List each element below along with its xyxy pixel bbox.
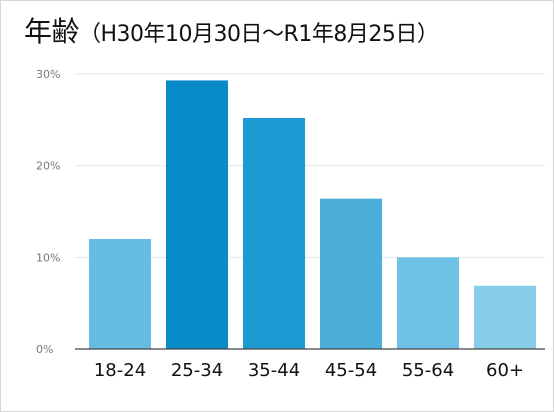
- x-tick-label: 35-44: [248, 360, 300, 381]
- bar-55-64: [397, 257, 459, 349]
- chart-title: 年齢（H30年10月30日～R1年8月25日）: [24, 10, 439, 50]
- bar-60+: [474, 285, 536, 349]
- bar-35-44: [243, 118, 305, 349]
- x-tick-label: 55-64: [402, 360, 454, 381]
- bar-25-34: [166, 80, 228, 350]
- x-tick-label: 25-34: [171, 360, 223, 381]
- gridlines: [75, 73, 545, 258]
- chart-title-main: 年齢: [24, 15, 80, 48]
- y-tick-label: 20%: [36, 160, 60, 173]
- x-tick-label: 18-24: [94, 360, 146, 381]
- y-tick-label: 30%: [36, 68, 60, 81]
- x-tick-label: 60+: [486, 360, 524, 381]
- bars: [89, 80, 536, 350]
- chart-title-subtitle: （H30年10月30日～R1年8月25日）: [79, 22, 439, 47]
- labels: 0% 10% 20% 30% 18-24 25-34 35-44 45-54 55-64 60+: [36, 68, 545, 381]
- y-tick-label: 10%: [36, 251, 60, 264]
- y-tick-label: 0%: [36, 343, 53, 356]
- x-tick-label: 45-54: [325, 360, 377, 381]
- bar-45-54: [320, 198, 382, 349]
- bar-18-24: [89, 239, 151, 349]
